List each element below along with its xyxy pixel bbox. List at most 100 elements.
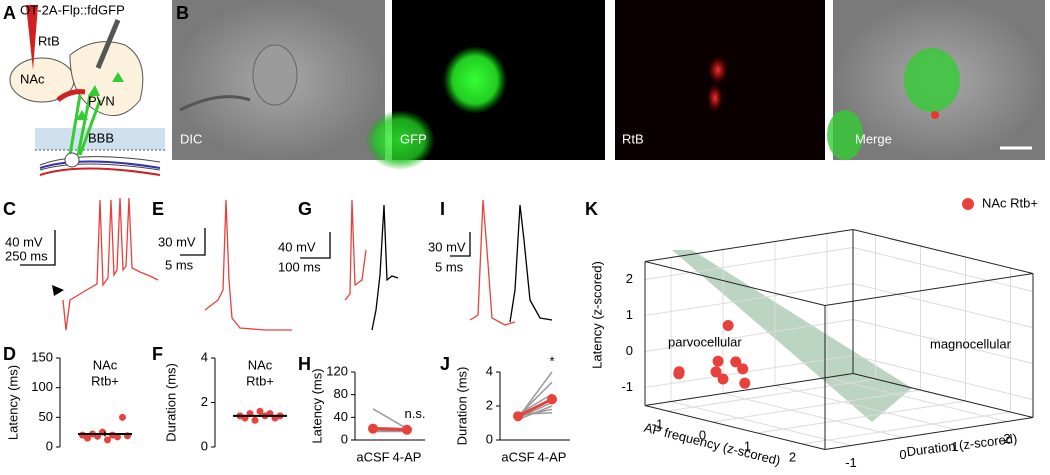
grid-line xyxy=(722,393,904,438)
scale-label: 5 ms xyxy=(165,257,194,272)
scale-bars xyxy=(20,228,471,266)
pair-line xyxy=(517,405,553,421)
grid-line xyxy=(852,247,1034,292)
y-tick-label: 150 xyxy=(31,349,53,364)
cartoon-label: NAc xyxy=(20,71,45,86)
region-label: parvocellular xyxy=(668,334,742,349)
y-axis-label: Duration (ms) xyxy=(163,363,178,442)
y-axis-label: Latency (ms) xyxy=(309,368,324,443)
y-tick-label: 4 xyxy=(486,363,493,378)
group-label: NAc xyxy=(248,357,273,372)
mean-line xyxy=(372,427,408,432)
panel-letter: D xyxy=(3,344,16,364)
y-tick-label: 120 xyxy=(326,363,348,378)
y-tick-label: 80 xyxy=(334,386,348,401)
z-tick-label: 1 xyxy=(626,307,633,322)
data-point xyxy=(673,368,685,380)
panel-letter: H xyxy=(298,354,311,374)
box-edge xyxy=(644,405,826,450)
data-point xyxy=(114,433,121,441)
box-edge xyxy=(644,229,854,262)
grid-line xyxy=(667,378,876,412)
pair-line xyxy=(517,393,553,416)
data-point xyxy=(84,434,91,442)
y-tick-label: 0 xyxy=(899,447,906,462)
y-tick-label: 0 xyxy=(201,438,208,453)
scale-label: 100 ms xyxy=(278,259,321,274)
x-tick-label: 1 xyxy=(744,438,751,453)
grid-line xyxy=(712,389,921,423)
panel-letter: I xyxy=(440,199,445,219)
legend-marker xyxy=(962,198,974,210)
mean-line xyxy=(517,397,553,418)
scale-label: 30 mV xyxy=(428,239,466,254)
grid-line xyxy=(852,283,1034,328)
group-label: NAc xyxy=(93,357,118,372)
data-point xyxy=(104,436,111,444)
grid-line xyxy=(644,247,854,280)
grid-line xyxy=(802,411,1011,445)
x-tick-label: 2 xyxy=(789,449,796,464)
y-tick-label: 2 xyxy=(1003,431,1010,446)
grid-line xyxy=(670,401,852,446)
data-point xyxy=(251,416,259,424)
scale-label: 40 mV xyxy=(5,234,43,249)
data-point xyxy=(730,356,742,368)
data-point xyxy=(717,373,729,385)
scale-label: 40 mV xyxy=(278,239,316,254)
y-tick-label: 1 xyxy=(951,439,958,454)
box-edge xyxy=(852,373,1034,418)
box-edge xyxy=(644,261,826,306)
panel-letter: A xyxy=(3,3,16,23)
grid-line xyxy=(826,377,1008,422)
traces xyxy=(52,197,553,331)
z-tick-label: -1 xyxy=(621,379,633,394)
grid-line xyxy=(644,319,854,352)
pair-line xyxy=(372,408,408,430)
y-tick-label: 0 xyxy=(46,438,53,453)
z-tick-label: 2 xyxy=(626,271,633,286)
y-tick-label: 4 xyxy=(201,349,208,364)
y-axis-label: Latency (ms) xyxy=(5,365,20,440)
image-label: GFP xyxy=(400,131,427,146)
x-tick-label: 0 xyxy=(699,427,706,442)
y-tick-label: 0 xyxy=(341,431,348,446)
mean-point xyxy=(547,394,557,405)
x-axis-label: AP frequency (z-scored) xyxy=(643,420,782,468)
panel-letter: B xyxy=(176,3,189,23)
image-label: DIC xyxy=(180,131,202,146)
grid-line xyxy=(774,385,956,430)
scale-label: 250 ms xyxy=(5,248,48,263)
data-point xyxy=(737,363,749,375)
x-tick-label: 4-AP xyxy=(538,449,567,464)
panel-a-cartoon xyxy=(9,5,165,176)
data-point xyxy=(712,355,724,367)
y-tick-label: 2 xyxy=(486,397,493,412)
data-point xyxy=(710,366,722,378)
z-tick-label: 0 xyxy=(626,343,633,358)
panel-letter: G xyxy=(298,199,312,219)
grid-line xyxy=(852,319,1034,364)
data-point xyxy=(722,319,734,331)
cartoon-label: RtB xyxy=(38,33,60,48)
data-point xyxy=(739,377,751,389)
x-tick-label: aCSF xyxy=(356,449,389,464)
y-tick-label: 2 xyxy=(201,394,208,409)
panel-letter: J xyxy=(440,354,450,374)
box-edge xyxy=(824,273,1034,306)
image-label: RtB xyxy=(622,131,644,146)
scale-label: 30 mV xyxy=(158,234,196,249)
mean-point xyxy=(368,423,378,434)
box-edge xyxy=(644,373,854,406)
y-tick-label: 0 xyxy=(486,431,493,446)
mean-point xyxy=(402,424,412,435)
group-label: Rtb+ xyxy=(246,373,274,388)
panel-letter: E xyxy=(152,199,164,219)
box-edge xyxy=(824,417,1034,450)
significance-label: n.s. xyxy=(405,406,426,421)
mean-point xyxy=(513,411,523,422)
panel-a-title: OT-2A-Flp::fdGFP xyxy=(20,2,125,17)
y-tick-label: 40 xyxy=(334,409,348,424)
grid-line xyxy=(644,283,854,316)
significance-label: * xyxy=(549,353,554,368)
